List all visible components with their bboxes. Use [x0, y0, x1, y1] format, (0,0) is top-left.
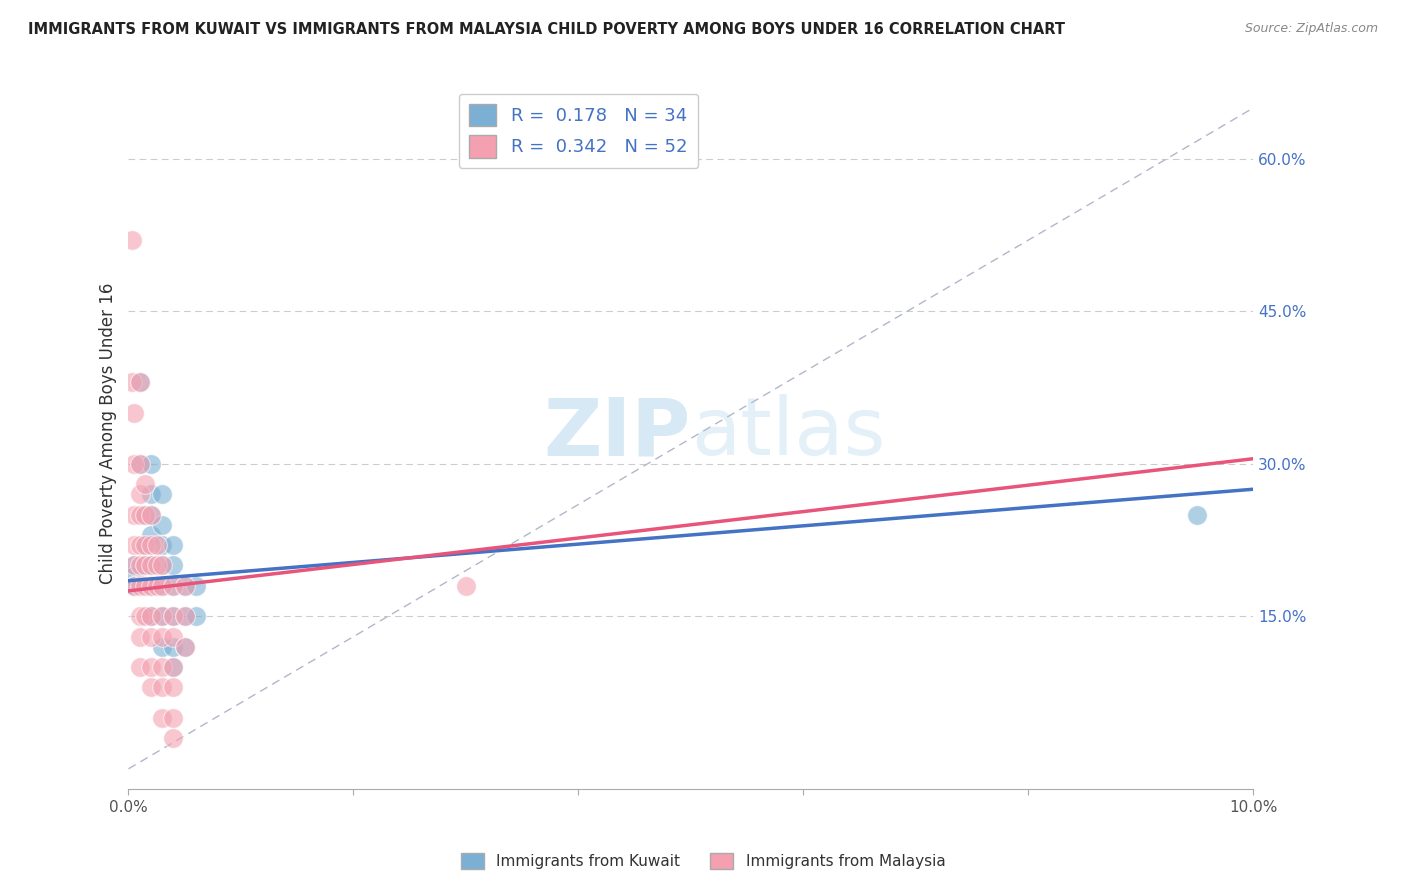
Point — [139, 538, 162, 552]
Point — [162, 630, 184, 644]
Point — [162, 579, 184, 593]
Point — [134, 609, 156, 624]
Point — [139, 609, 162, 624]
Point — [162, 609, 184, 624]
Point — [162, 579, 184, 593]
Point — [150, 579, 173, 593]
Text: IMMIGRANTS FROM KUWAIT VS IMMIGRANTS FROM MALAYSIA CHILD POVERTY AMONG BOYS UNDE: IMMIGRANTS FROM KUWAIT VS IMMIGRANTS FRO… — [28, 22, 1066, 37]
Point — [150, 487, 173, 501]
Point — [162, 660, 184, 674]
Point — [139, 609, 162, 624]
Point — [162, 538, 184, 552]
Point — [128, 630, 150, 644]
Point — [150, 609, 173, 624]
Point — [162, 558, 184, 573]
Point — [150, 538, 173, 552]
Point — [150, 517, 173, 532]
Legend: Immigrants from Kuwait, Immigrants from Malaysia: Immigrants from Kuwait, Immigrants from … — [454, 847, 952, 875]
Point — [139, 681, 162, 695]
Point — [162, 731, 184, 746]
Text: ZIP: ZIP — [544, 394, 690, 472]
Point — [139, 579, 162, 593]
Point — [139, 558, 162, 573]
Point — [121, 376, 143, 390]
Point — [184, 579, 207, 593]
Point — [122, 558, 145, 573]
Point — [122, 457, 145, 471]
Point — [122, 579, 145, 593]
Point — [122, 538, 145, 552]
Point — [173, 640, 195, 654]
Point — [145, 579, 167, 593]
Point — [145, 558, 167, 573]
Point — [173, 579, 195, 593]
Point — [150, 558, 173, 573]
Point — [121, 233, 143, 247]
Point — [128, 558, 150, 573]
Point — [150, 630, 173, 644]
Point — [173, 579, 195, 593]
Point — [128, 660, 150, 674]
Point — [139, 630, 162, 644]
Point — [128, 579, 150, 593]
Point — [150, 640, 173, 654]
Point — [139, 487, 162, 501]
Point — [145, 538, 167, 552]
Point — [139, 558, 162, 573]
Point — [173, 609, 195, 624]
Point — [173, 609, 195, 624]
Legend: R =  0.178   N = 34, R =  0.342   N = 52: R = 0.178 N = 34, R = 0.342 N = 52 — [458, 94, 699, 169]
Text: atlas: atlas — [690, 394, 886, 472]
Point — [150, 681, 173, 695]
Point — [128, 376, 150, 390]
Point — [128, 538, 150, 552]
Point — [150, 558, 173, 573]
Point — [134, 558, 156, 573]
Point — [128, 487, 150, 501]
Point — [1185, 508, 1208, 522]
Point — [162, 711, 184, 725]
Point — [173, 640, 195, 654]
Point — [162, 609, 184, 624]
Y-axis label: Child Poverty Among Boys Under 16: Child Poverty Among Boys Under 16 — [100, 283, 117, 584]
Point — [122, 558, 145, 573]
Point — [150, 711, 173, 725]
Point — [122, 508, 145, 522]
Point — [139, 528, 162, 542]
Point — [454, 579, 477, 593]
Point — [139, 508, 162, 522]
Point — [139, 579, 162, 593]
Point — [134, 579, 156, 593]
Point — [139, 508, 162, 522]
Point — [134, 508, 156, 522]
Point — [162, 681, 184, 695]
Point — [139, 457, 162, 471]
Point — [150, 609, 173, 624]
Point — [150, 660, 173, 674]
Point — [139, 660, 162, 674]
Point — [128, 457, 150, 471]
Point — [134, 558, 156, 573]
Point — [184, 609, 207, 624]
Point — [150, 579, 173, 593]
Point — [134, 538, 156, 552]
Point — [128, 609, 150, 624]
Point — [128, 457, 150, 471]
Point — [122, 579, 145, 593]
Point — [122, 406, 145, 420]
Point — [128, 508, 150, 522]
Point — [162, 660, 184, 674]
Point — [128, 376, 150, 390]
Point — [122, 568, 145, 582]
Point — [134, 477, 156, 491]
Point — [134, 538, 156, 552]
Point — [134, 508, 156, 522]
Point — [162, 640, 184, 654]
Text: Source: ZipAtlas.com: Source: ZipAtlas.com — [1244, 22, 1378, 36]
